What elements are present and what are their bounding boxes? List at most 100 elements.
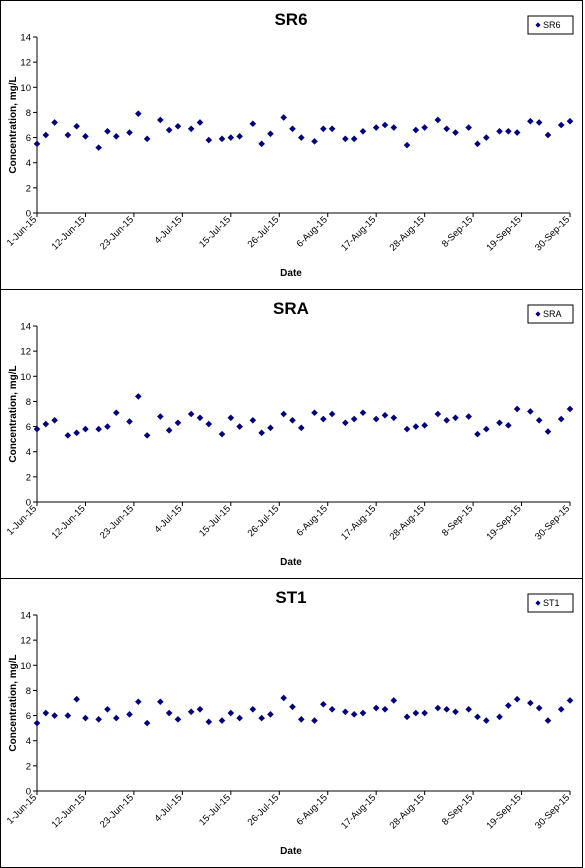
data-point <box>104 127 111 135</box>
x-tick-label: 30-Sep-15 <box>533 792 572 831</box>
data-point <box>359 127 367 135</box>
data-point <box>33 425 41 433</box>
y-tick-label: 12 <box>20 636 31 647</box>
data-point <box>381 705 389 713</box>
data-point <box>196 119 204 126</box>
data-point <box>73 429 80 437</box>
x-tick-label: 17-Aug-15 <box>339 792 378 831</box>
data-point <box>443 125 450 133</box>
data-point <box>227 709 235 717</box>
data-point <box>474 430 481 438</box>
y-tick-label: 10 <box>20 83 31 94</box>
data-point <box>112 133 120 140</box>
x-tick-label: 4-Jul-15 <box>152 214 184 246</box>
data-point <box>289 125 296 133</box>
data-point <box>64 432 72 439</box>
data-point <box>227 134 235 141</box>
x-axis-title: Date <box>280 268 302 279</box>
data-point <box>527 699 534 707</box>
data-point <box>135 110 142 117</box>
data-point <box>112 409 120 417</box>
data-point <box>143 719 151 727</box>
data-point <box>311 138 318 145</box>
data-point <box>412 709 420 717</box>
data-point <box>513 695 521 703</box>
data-point <box>434 410 442 418</box>
y-tick-label: 8 <box>26 108 31 119</box>
data-point <box>165 709 173 717</box>
data-point <box>505 127 512 135</box>
x-tick-label: 19-Sep-15 <box>485 214 524 253</box>
data-point <box>557 121 565 129</box>
data-point <box>280 114 287 121</box>
x-tick-label: 6-Aug-15 <box>294 503 329 538</box>
data-point <box>267 130 274 138</box>
x-tick-label: 12-Jun-15 <box>50 792 88 830</box>
data-point <box>544 131 552 139</box>
y-tick-label: 0 <box>26 209 31 220</box>
data-point <box>527 408 534 415</box>
x-tick-label: 30-Sep-15 <box>533 503 572 542</box>
data-point <box>249 416 257 424</box>
data-point <box>372 704 380 712</box>
data-point <box>390 124 398 131</box>
chart-panel-sr6: SR6 0 2 4 6 8 10 12 14 1-Jun-15 12-Jun-15 23-Jun-15… <box>0 0 583 290</box>
data-point <box>350 415 358 423</box>
data-point <box>465 413 472 420</box>
data-point <box>51 119 58 126</box>
data-point <box>359 709 367 717</box>
data-point <box>513 405 521 413</box>
x-tick-label: 4-Jul-15 <box>152 792 184 824</box>
data-point <box>566 405 574 413</box>
data-point <box>372 415 380 423</box>
data-point <box>126 418 133 425</box>
data-point <box>157 116 164 124</box>
data-point <box>505 702 512 709</box>
legend-marker <box>535 600 541 606</box>
legend-label: SR6 <box>543 20 561 30</box>
data-point <box>174 419 182 427</box>
legend: SRA <box>527 304 574 324</box>
data-point <box>412 126 420 134</box>
data-point <box>187 410 195 418</box>
y-tick-label: 6 <box>26 422 31 433</box>
data-point <box>483 134 490 141</box>
data-point <box>267 424 274 432</box>
data-point <box>557 415 565 423</box>
data-point <box>297 134 305 141</box>
data-point <box>544 717 552 724</box>
y-tick-label: 14 <box>20 33 31 44</box>
chart-title: SRA <box>273 299 309 318</box>
x-tick-label: 15-Jul-15 <box>197 214 233 250</box>
series-points <box>33 393 574 439</box>
data-point <box>42 420 50 428</box>
data-point <box>205 718 213 726</box>
data-point <box>33 140 41 148</box>
x-tick-label: 4-Jul-15 <box>152 503 184 535</box>
y-tick-label: 8 <box>26 686 31 697</box>
y-tick-label: 4 <box>26 736 31 747</box>
data-point <box>280 694 287 702</box>
data-point <box>143 432 151 439</box>
x-tick-label: 23-Jun-15 <box>98 792 136 830</box>
data-point <box>505 422 512 429</box>
data-point <box>95 144 102 151</box>
chart-svg: ST1 0 2 4 6 8 10 12 14 1-Jun-15 12-Jun-15 23-Jun-15… <box>5 588 574 857</box>
x-tick-label: 1-Jun-15 <box>5 214 39 248</box>
legend-box <box>527 593 574 613</box>
data-point <box>320 415 327 423</box>
y-tick-label: 12 <box>20 58 31 69</box>
x-tick-label: 28-Aug-15 <box>388 792 427 831</box>
data-point <box>403 141 411 149</box>
data-point <box>496 127 503 135</box>
data-point <box>51 712 58 719</box>
data-point <box>434 704 442 712</box>
data-point <box>258 140 265 148</box>
data-point <box>443 705 450 713</box>
data-point <box>82 425 89 433</box>
chart-svg: SRA 0 2 4 6 8 10 12 14 1-Jun-15 12-Jun-15 23-Jun-15… <box>5 299 574 568</box>
data-point <box>535 704 543 712</box>
data-point <box>350 135 358 143</box>
data-point <box>135 698 142 706</box>
data-point <box>289 416 296 424</box>
